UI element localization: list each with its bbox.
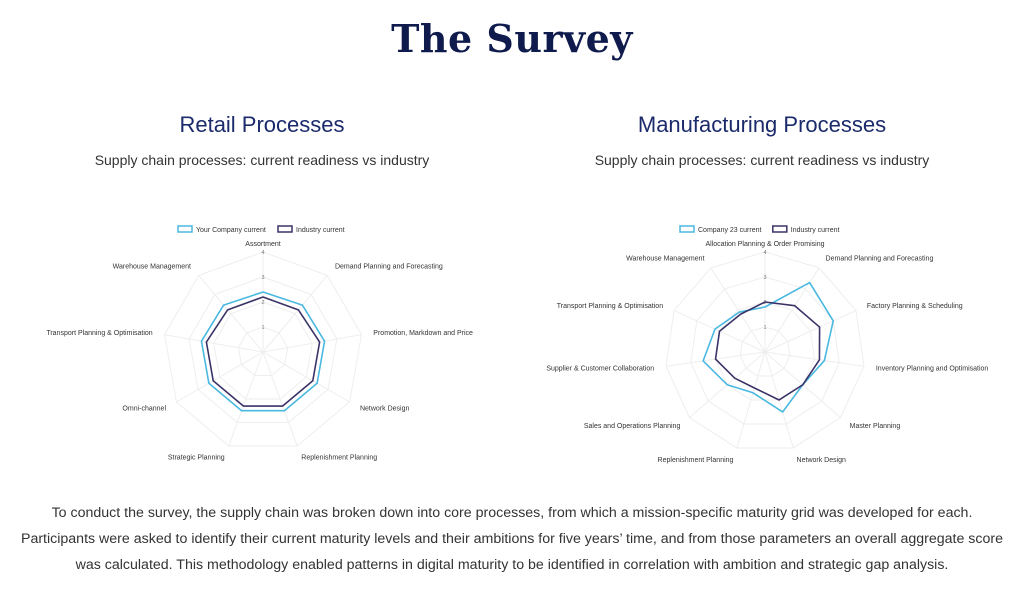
tick-label: 3	[261, 275, 264, 281]
grid-spoke	[764, 267, 820, 353]
retail-radar-chart: Your Company current Industry current 1 2 3 4…	[46, 225, 473, 462]
axis-label: Assortment	[245, 241, 280, 248]
tick-label: 3	[763, 275, 766, 281]
axis-label: Factory Planning & Scheduling	[867, 303, 963, 310]
legend-label: Your Company current	[196, 227, 266, 234]
axis-label: Replenishment Planning	[658, 457, 734, 464]
legend-swatch	[277, 225, 293, 233]
series-line	[200, 291, 326, 412]
grid-spoke	[262, 351, 298, 447]
legend-entry: Company 23 current	[679, 225, 761, 234]
manufacturing-panel-title: Manufacturing Processes	[637, 112, 887, 137]
axis-label: Supplier & Customer Collaboration	[546, 365, 654, 372]
retail-panel-subtitle: Supply chain processes: current readines…	[94, 152, 430, 168]
grid-ring	[188, 276, 338, 423]
legend-entry: Your Company current	[177, 225, 266, 234]
grid-ring	[690, 276, 840, 425]
legend-label: Industry current	[296, 227, 345, 234]
tick-label: 1	[261, 325, 264, 331]
grid-ring	[163, 251, 363, 447]
legend-swatch	[679, 225, 695, 233]
legend-label: Industry current	[791, 227, 840, 234]
legend-swatch	[177, 225, 193, 233]
grid-ring	[665, 251, 865, 449]
grid-spoke	[262, 351, 350, 403]
axis-label: Master Planning	[850, 423, 901, 430]
manufacturing-panel-subtitle: Supply chain processes: current readines…	[594, 152, 930, 168]
page-title: The Survey	[391, 16, 633, 61]
axis-label: Sales and Operations Planning	[584, 423, 681, 430]
axis-label: Demand Planning and Forecasting	[826, 255, 934, 262]
tick-label: 1	[763, 325, 766, 331]
grid-spoke	[262, 275, 328, 353]
legend-label: Company 23 current	[698, 227, 761, 234]
grid-spoke	[736, 351, 766, 449]
grid-spoke	[228, 351, 264, 447]
grid-spoke	[176, 351, 264, 403]
grid-ring	[213, 301, 313, 400]
tick-label: 4	[261, 250, 264, 256]
manufacturing-panel: Manufacturing Processes Supply chain pro…	[512, 112, 1012, 168]
axis-label: Network Design	[797, 457, 847, 464]
series-line	[702, 281, 835, 413]
axis-label: Allocation Planning & Order Promising	[705, 241, 824, 248]
axis-label: Transport Planning & Optimisation	[557, 303, 663, 310]
grid-spoke	[262, 334, 362, 353]
legend-entry: Industry current	[277, 225, 345, 234]
axis-label: Inventory Planning and Optimisation	[876, 365, 989, 372]
axis-label: Warehouse Management	[113, 264, 191, 271]
axis-label: Omni-channel	[122, 406, 166, 413]
axis-label: Replenishment Planning	[301, 455, 377, 462]
retail-panel: Retail Processes Supply chain processes:…	[12, 112, 512, 168]
grid-spoke	[198, 275, 264, 353]
grid-spoke	[764, 310, 857, 353]
legend-swatch	[772, 225, 788, 233]
axis-label: Network Design	[360, 406, 410, 413]
axis-label: Warehouse Management	[626, 255, 704, 262]
grid-ring	[739, 326, 791, 377]
series-line	[714, 301, 821, 401]
methodology-paragraph: To conduct the survey, the supply chain …	[20, 505, 1004, 573]
axis-label: Promotion, Markdown and Price	[373, 330, 473, 337]
axis-label: Strategic Planning	[168, 455, 225, 462]
tick-label: 2	[763, 300, 766, 306]
axis-label: Demand Planning and Forecasting	[335, 264, 443, 271]
axis-label: Transport Planning & Optimisation	[46, 330, 152, 337]
series-line	[205, 296, 321, 407]
manufacturing-radar-chart: Company 23 current Industry current 1 2 3 4 Al…	[546, 225, 989, 464]
grid-spoke	[764, 351, 865, 367]
legend-entry: Industry current	[772, 225, 840, 234]
grid-spoke	[710, 267, 766, 353]
tick-label: 4	[763, 250, 766, 256]
grid-ring	[237, 326, 289, 376]
retail-panel-title: Retail Processes	[179, 112, 345, 137]
tick-label: 2	[261, 300, 264, 306]
grid-spoke	[164, 334, 264, 353]
